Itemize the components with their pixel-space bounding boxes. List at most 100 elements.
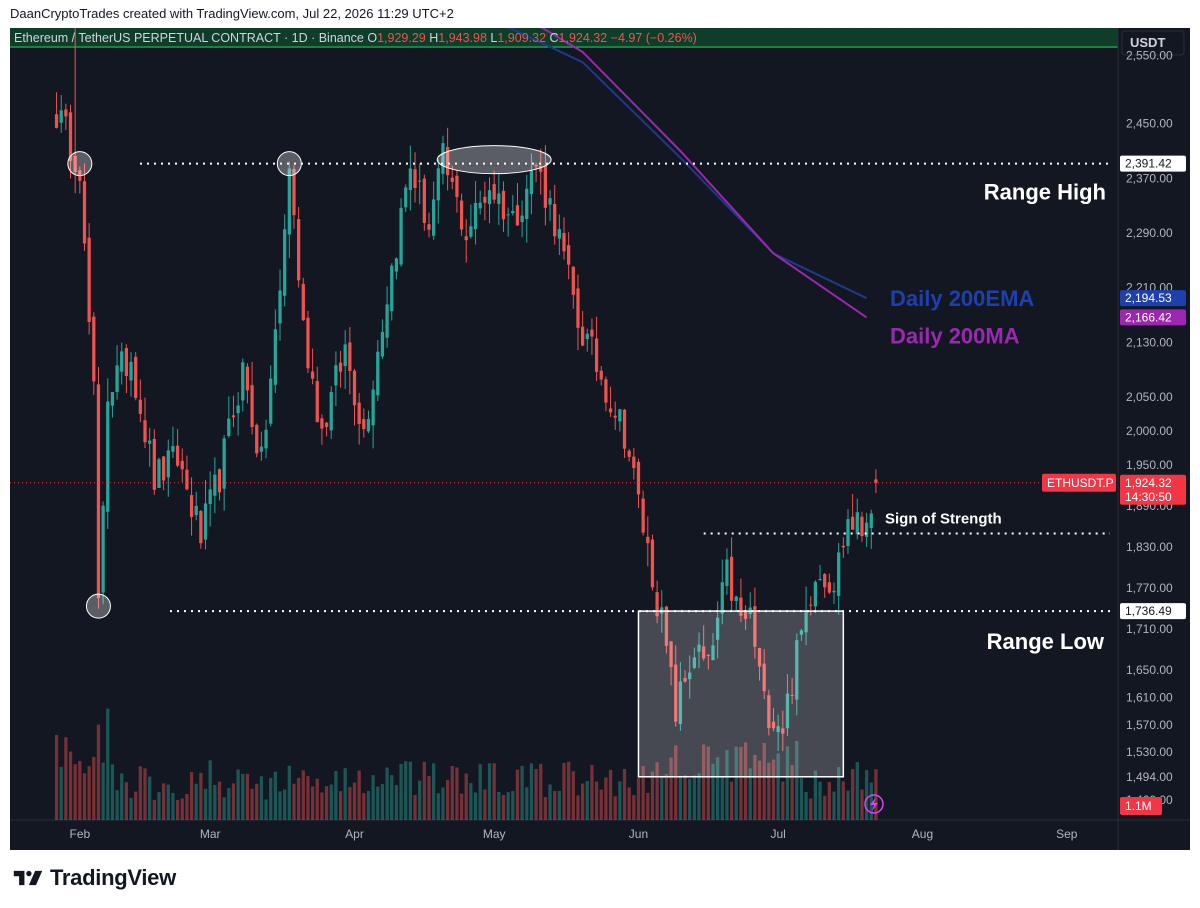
candle-body <box>557 229 561 239</box>
volume-bar <box>664 774 669 820</box>
candle-body <box>269 378 273 424</box>
candle-body <box>124 348 129 376</box>
currency-button <box>1121 30 1185 56</box>
volume-bar <box>120 773 124 820</box>
candle-body <box>306 317 310 369</box>
candle-body <box>674 664 678 722</box>
candle-body <box>259 446 264 452</box>
sign-of-strength-annotation: Sign of Strength <box>885 511 1002 528</box>
candle-body <box>175 445 180 466</box>
volume-bar <box>529 763 534 820</box>
candle-body <box>515 205 520 226</box>
candle-body <box>436 168 440 201</box>
candle-body <box>96 384 101 599</box>
candle-body <box>553 203 557 237</box>
candle-body <box>92 316 96 382</box>
open-label: O <box>367 31 377 45</box>
price-tick-label: 2,290.00 <box>1126 226 1173 240</box>
volume-bar <box>622 768 627 820</box>
candle-body <box>520 215 524 223</box>
volume-bar <box>287 765 291 820</box>
volume-bar <box>180 798 184 820</box>
volume-bar <box>222 797 226 820</box>
volume-bar <box>348 787 352 820</box>
candle-body <box>771 721 776 729</box>
candle-body <box>413 169 417 189</box>
candle-body <box>594 338 599 372</box>
tradingview-brand[interactable]: TradingView <box>12 865 176 890</box>
volume-bar <box>138 766 142 820</box>
volume-bar <box>59 766 63 820</box>
candle-body <box>846 519 850 547</box>
candle-body <box>82 181 87 244</box>
candle-body <box>385 304 389 338</box>
ema-annotation: Daily 200EMA <box>890 286 1034 311</box>
volume-bar <box>96 724 101 820</box>
candle-body <box>823 574 827 588</box>
candle-body <box>348 342 352 372</box>
volume-bar <box>352 782 357 820</box>
volume-bar <box>702 744 706 820</box>
volume-value: 1.1M <box>1125 799 1152 813</box>
volume-bar <box>813 770 818 820</box>
volume-bar <box>185 793 189 820</box>
candle-body <box>241 362 245 401</box>
candle-body <box>618 409 622 422</box>
time-tick-label: Jul <box>770 827 785 841</box>
volume-bar <box>445 779 450 820</box>
volume-bar <box>818 781 822 820</box>
chart[interactable]: Range High Range Low Daily 200EMA Daily 200… <box>10 28 1190 850</box>
volume-bar <box>217 781 222 820</box>
volume-bar <box>497 792 501 820</box>
volume-bar <box>422 761 426 820</box>
volume-bar <box>152 799 156 820</box>
volume-bar <box>306 776 310 820</box>
volume-bar <box>106 708 110 820</box>
volume-bar <box>399 763 403 820</box>
volume-bar <box>506 792 510 820</box>
candle-body <box>343 344 347 367</box>
volume-bar <box>711 763 715 820</box>
volume-bar <box>748 768 752 820</box>
candle-body <box>622 409 627 449</box>
candle-body <box>250 385 254 428</box>
candle-body <box>734 596 738 602</box>
candle-body <box>418 180 422 182</box>
ema-price-tag <box>1120 290 1186 307</box>
candle-body <box>310 371 315 379</box>
volume-bar <box>846 790 850 820</box>
volume-bar <box>757 760 762 820</box>
candle-body <box>664 606 669 646</box>
candle-body <box>576 288 580 328</box>
volume-bar <box>869 782 873 820</box>
candle-body <box>213 474 217 496</box>
candle-body <box>683 678 687 682</box>
candle-body <box>646 536 650 544</box>
candle-body <box>529 170 534 195</box>
volume-bar <box>851 769 855 820</box>
candle-body <box>189 495 194 517</box>
candle-body <box>320 418 324 429</box>
candle-body <box>441 143 445 174</box>
candle-body <box>720 582 724 614</box>
candle-body <box>227 418 231 437</box>
volume-bar <box>413 794 417 820</box>
volume-bar <box>408 761 412 820</box>
candle-body <box>827 582 831 593</box>
volume-bar <box>692 775 696 820</box>
candle-body <box>450 177 454 182</box>
volume-bar <box>823 795 827 820</box>
volume-bar <box>478 764 482 820</box>
candle-body <box>711 645 715 661</box>
candle-body <box>404 187 408 208</box>
volume-bar <box>501 794 506 820</box>
volume-bar <box>334 771 338 820</box>
volume-bar <box>771 759 776 820</box>
candle-body <box>483 196 487 203</box>
close-label: C <box>550 31 559 45</box>
range-high-annotation: Range High <box>984 180 1106 205</box>
volume-bar <box>641 766 645 820</box>
candle-body <box>790 694 794 696</box>
volume-bar <box>459 793 464 820</box>
candle-body <box>217 469 222 493</box>
